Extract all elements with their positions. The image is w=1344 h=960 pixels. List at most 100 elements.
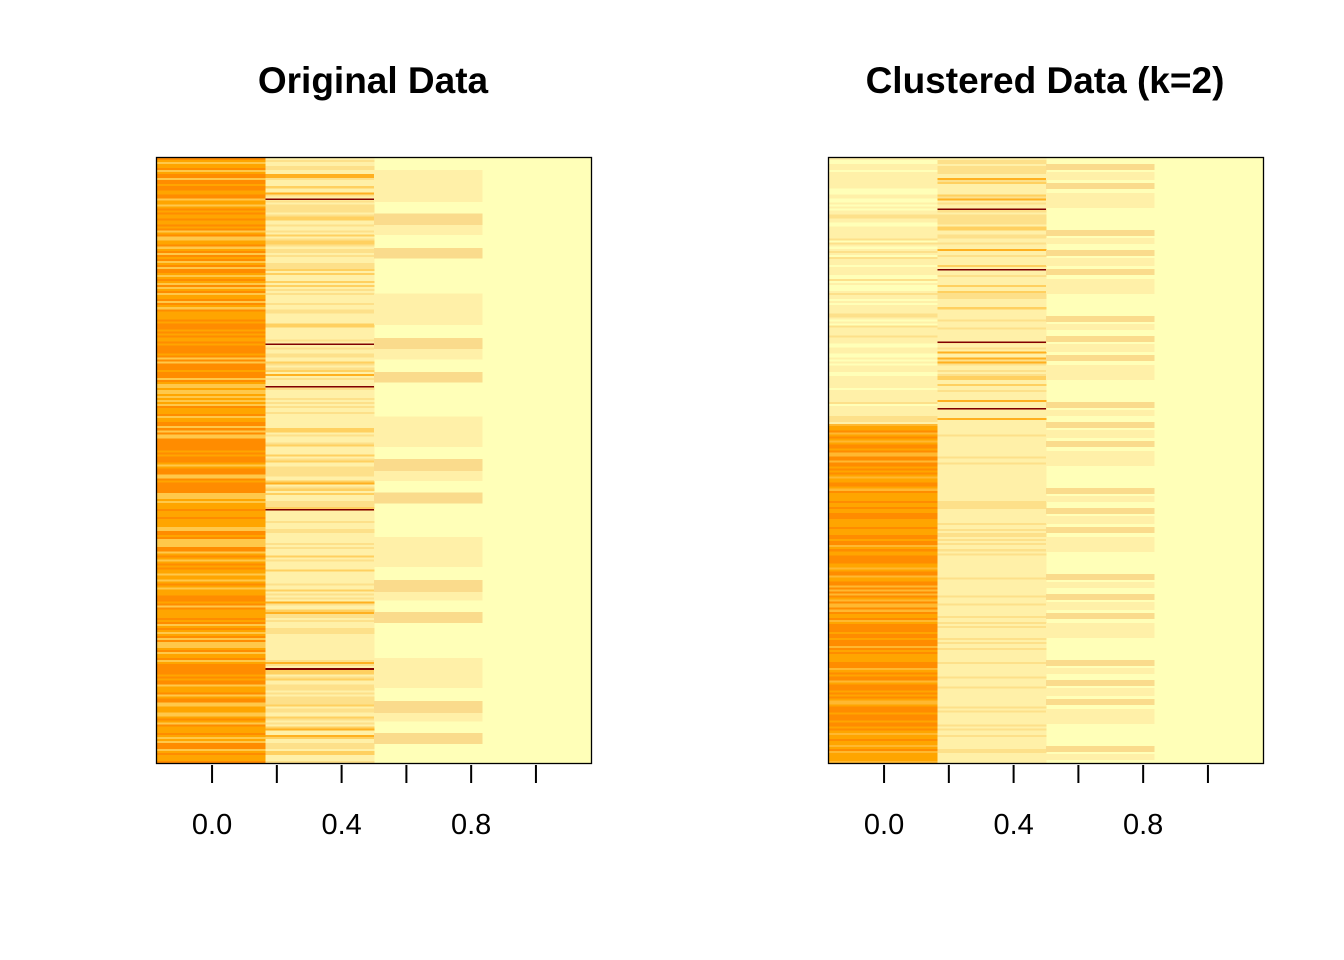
heatmap-cell bbox=[829, 700, 938, 703]
heatmap-cell bbox=[937, 347, 1047, 350]
heatmap-cell bbox=[265, 450, 375, 453]
heatmap-cell bbox=[265, 466, 375, 469]
heatmap-cell bbox=[937, 240, 1047, 244]
heatmap-cell bbox=[829, 553, 938, 556]
heatmap-cell bbox=[829, 662, 938, 665]
heatmap-cell bbox=[157, 714, 266, 718]
heatmap-cell bbox=[829, 170, 938, 173]
heatmap-cell bbox=[1046, 430, 1155, 438]
heatmap-cell bbox=[829, 339, 938, 342]
heatmap-cell bbox=[829, 545, 938, 548]
heatmap-cell bbox=[937, 672, 1047, 675]
heatmap-cell bbox=[265, 355, 375, 359]
heatmap-cell bbox=[157, 406, 266, 409]
heatmap-cell bbox=[157, 254, 266, 258]
x-axis: 0.0 0.4 0.8 bbox=[192, 765, 537, 841]
heatmap-cell bbox=[265, 510, 375, 514]
heatmap-cell bbox=[265, 375, 375, 379]
heatmap-cell bbox=[829, 656, 938, 659]
heatmap-cell bbox=[829, 416, 938, 419]
heatmap-cell bbox=[937, 650, 1047, 653]
heatmap-cell bbox=[829, 666, 938, 669]
heatmap-cell bbox=[157, 164, 266, 167]
heatmap-cell bbox=[157, 202, 266, 205]
heatmap-cell bbox=[157, 303, 266, 306]
heatmap-cell bbox=[157, 609, 266, 613]
heatmap-cell bbox=[829, 414, 938, 417]
heatmap-cell bbox=[265, 317, 375, 320]
heatmap-cell bbox=[829, 303, 938, 306]
heatmap-cell bbox=[829, 577, 938, 580]
heatmap-cell bbox=[937, 285, 1047, 288]
heatmap-cell bbox=[265, 639, 375, 643]
heatmap-cell bbox=[265, 758, 375, 762]
heatmap-cell bbox=[265, 664, 375, 667]
heatmap-cell bbox=[829, 315, 938, 318]
heatmap-cell bbox=[157, 639, 266, 643]
heatmap-cell bbox=[829, 607, 938, 611]
heatmap-cell bbox=[829, 375, 938, 379]
heatmap-cell bbox=[937, 597, 1047, 601]
heatmap-cell bbox=[829, 162, 938, 165]
x-tick-label: 0.0 bbox=[192, 809, 232, 841]
heatmap-cell bbox=[265, 742, 375, 746]
heatmap-cell bbox=[937, 452, 1047, 455]
heatmap-cell bbox=[829, 256, 938, 260]
heatmap-cell bbox=[937, 700, 1047, 703]
heatmap-cell bbox=[265, 256, 375, 260]
heatmap-cell bbox=[937, 644, 1047, 647]
heatmap-cell bbox=[265, 508, 374, 511]
heatmap-cell bbox=[937, 428, 1047, 431]
heatmap-cell bbox=[265, 266, 375, 270]
heatmap-cell bbox=[157, 690, 266, 693]
heatmap-cell bbox=[937, 204, 1047, 207]
heatmap-cell bbox=[157, 545, 266, 548]
heatmap-cell bbox=[829, 672, 938, 675]
heatmap-cell bbox=[157, 218, 266, 221]
heatmap-cell bbox=[829, 591, 938, 594]
heatmap-cell bbox=[157, 285, 266, 288]
heatmap-cell bbox=[157, 317, 266, 320]
heatmap-cell bbox=[265, 567, 375, 570]
heatmap-cell bbox=[157, 692, 266, 695]
heatmap-cell bbox=[265, 170, 375, 173]
heatmap-cell bbox=[265, 684, 375, 687]
heatmap-cell bbox=[157, 248, 266, 252]
heatmap-cell bbox=[937, 563, 1047, 566]
heatmap-cell bbox=[157, 496, 266, 500]
heatmap-cell bbox=[157, 680, 266, 683]
heatmap-cell bbox=[265, 752, 375, 756]
heatmap-cell bbox=[157, 309, 266, 312]
heatmap-cell bbox=[157, 365, 266, 369]
heatmap-cell bbox=[157, 472, 266, 476]
heatmap-cell bbox=[937, 168, 1047, 171]
heatmap-cell bbox=[829, 385, 938, 389]
heatmap-cell bbox=[829, 571, 938, 574]
heatmap-cell bbox=[829, 389, 938, 393]
heatmap-cell bbox=[937, 547, 1047, 550]
heatmap-cell bbox=[157, 299, 266, 302]
heatmap-cell bbox=[937, 668, 1047, 671]
heatmap-cell bbox=[937, 458, 1047, 461]
heatmap-cell bbox=[829, 706, 938, 709]
heatmap-cell bbox=[265, 393, 375, 397]
heatmap-cell bbox=[265, 478, 375, 482]
heatmap-cell bbox=[374, 458, 483, 471]
heatmap-cell bbox=[157, 240, 266, 244]
heatmap-cell bbox=[265, 619, 375, 623]
heatmap-cell bbox=[265, 593, 375, 597]
heatmap-cell bbox=[829, 660, 938, 663]
heatmap-cell bbox=[157, 571, 266, 574]
heatmap-cell bbox=[265, 555, 375, 558]
heatmap-cell bbox=[265, 613, 375, 617]
heatmap-cell bbox=[937, 587, 1047, 590]
heatmap-cell bbox=[157, 625, 266, 629]
heatmap-cell bbox=[937, 327, 1047, 330]
heatmap-cell bbox=[265, 704, 375, 707]
heatmap-cell bbox=[829, 311, 938, 314]
heatmap-cell bbox=[157, 512, 266, 516]
heatmap-cell bbox=[265, 420, 375, 423]
heatmap-cell bbox=[265, 414, 375, 417]
heatmap-cell bbox=[157, 325, 266, 328]
heatmap-cell bbox=[374, 169, 483, 202]
